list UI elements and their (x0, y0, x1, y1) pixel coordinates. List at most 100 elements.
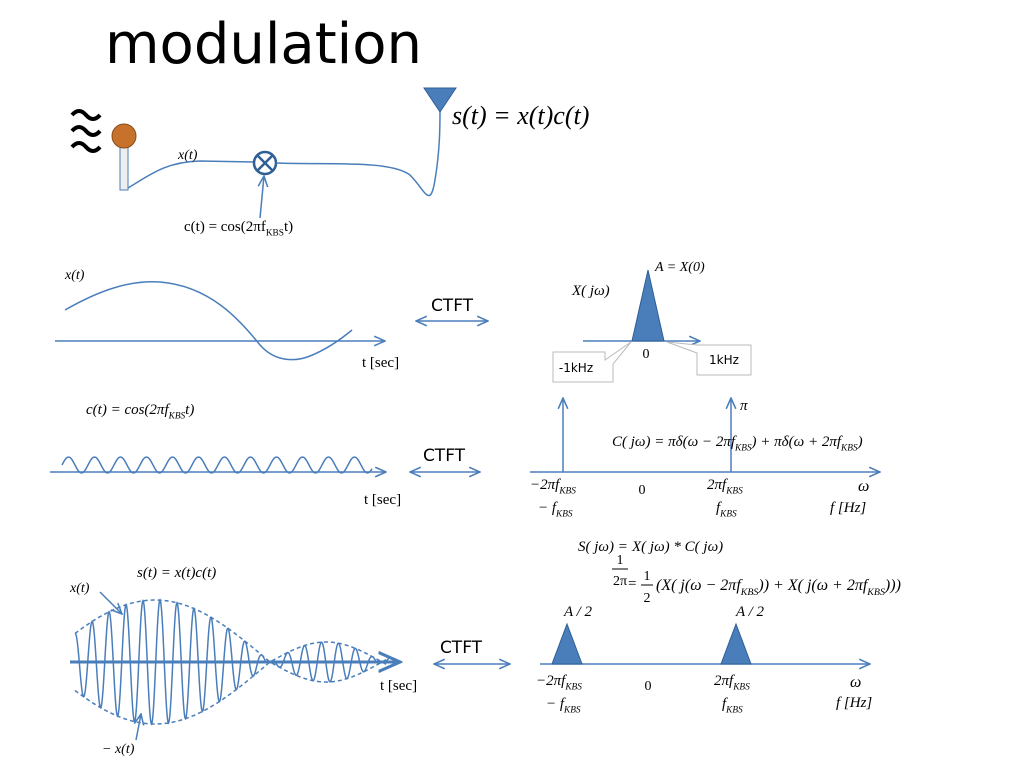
text-part: 1 (617, 553, 624, 568)
sound-waves (70, 109, 102, 153)
text-part: t [sec] (364, 492, 401, 508)
label: 0 (643, 347, 650, 362)
text-part: x(t) (177, 148, 198, 163)
label: x(t) (64, 268, 85, 283)
text-part: ))) (884, 577, 901, 594)
text-part: A = X(0) (654, 260, 705, 275)
label: t [sec] (364, 492, 401, 508)
text-part: S( jω) = (578, 539, 628, 555)
text-part: − x(t) (102, 742, 135, 757)
text-part: 0 (639, 483, 646, 498)
label: c(t) = cos(2πfKBSt) (184, 219, 293, 239)
text-part: X( jω) (571, 283, 610, 299)
label: C( jω) = πδ(ω − 2πfKBS) + πδ(ω + 2πfKBS) (612, 434, 863, 454)
subscript: KBS (725, 706, 743, 716)
carrier-arrow (260, 176, 264, 219)
label: modulation (105, 12, 422, 77)
text-part: A / 2 (735, 604, 765, 620)
label: 1kHz (709, 353, 739, 367)
subscript: KBS (840, 444, 858, 454)
text-part: x(t) (69, 581, 90, 596)
label: f [Hz] (836, 695, 872, 711)
label: CTFT (440, 638, 483, 658)
subscript: KBS (555, 510, 573, 520)
text-part: 2 (644, 591, 651, 606)
label: 2π (613, 574, 627, 589)
label: − fKBS (538, 500, 573, 520)
text-part: A / 2 (563, 604, 593, 620)
pointer (136, 714, 141, 741)
subscript: KBS (266, 229, 284, 239)
message-signal (64, 281, 353, 361)
text-part: t) (185, 402, 194, 418)
text-part: 2π (613, 574, 627, 589)
label: ω (850, 674, 861, 691)
multiplier-cross (256, 154, 274, 172)
label: X( jω) (571, 283, 610, 299)
text-part: x(t) (64, 268, 85, 283)
label: c(t) = cos(2πfKBSt) (86, 402, 194, 422)
text-part: − f (546, 696, 566, 712)
callout (666, 341, 752, 376)
text-part: s(t) = x(t)c(t) (452, 101, 589, 130)
text-part: ω (850, 674, 861, 691)
text-part: c(t) = cos(2πf (86, 402, 170, 418)
label: CTFT (423, 446, 466, 466)
pointer (99, 591, 122, 614)
text-part: X( jω) * C( jω) (631, 539, 723, 555)
text-part: −2πf (530, 477, 561, 493)
subscript: KBS (740, 587, 759, 598)
subscript: KBS (866, 587, 885, 598)
label: A = X(0) (654, 260, 705, 275)
label: CTFT (431, 296, 474, 316)
label: x(t) (177, 148, 198, 163)
label: f [Hz] (830, 500, 866, 516)
subscript: KBS (725, 487, 743, 497)
text-part: ω (858, 478, 869, 495)
text-part: c(t) = cos(2πf (184, 219, 266, 235)
label: x(t) (69, 581, 90, 596)
microphone-head (111, 123, 137, 149)
antenna (423, 87, 457, 113)
label: (X( j(ω − 2πfKBS)) + X( j(ω + 2πfKBS))) (656, 577, 901, 598)
text-part: − f (538, 500, 558, 516)
text-part: t [sec] (380, 678, 417, 694)
text-part: )) + X( j(ω + 2πf (757, 577, 869, 594)
text-part: 0 (643, 347, 650, 362)
text-part: (X( j(ω − 2πf (656, 577, 743, 594)
spectrum-triangle (551, 622, 583, 665)
label: 0 (639, 483, 646, 498)
text-part: f [Hz] (836, 695, 872, 711)
label: 2πfKBS (707, 477, 743, 497)
label: fKBS (722, 696, 743, 716)
label: 1 (644, 569, 651, 584)
label: − x(t) (102, 742, 135, 757)
subscript: KBS (719, 510, 737, 520)
text-part: −2πf (536, 673, 567, 689)
spectrum-triangle (720, 622, 752, 665)
label: s(t) = x(t)c(t) (137, 565, 216, 581)
label: −2πfKBS (536, 673, 582, 693)
label: S( jω) = (578, 539, 628, 555)
text-part: f (722, 696, 728, 712)
subscript: KBS (734, 444, 752, 454)
text-part: f [Hz] (830, 500, 866, 516)
subscript: KBS (564, 683, 582, 693)
label: −2πfKBS (530, 477, 576, 497)
modulated-signal (74, 598, 391, 726)
subscript: KBS (168, 412, 186, 422)
text-part: t [sec] (362, 355, 399, 371)
label: X( jω) * C( jω) (631, 539, 723, 555)
subscript: KBS (563, 706, 581, 716)
carrier-signal (61, 456, 373, 474)
subscript: KBS (558, 487, 576, 497)
text-part: 2πf (714, 673, 735, 689)
callout (552, 341, 632, 383)
text-part: π (740, 398, 748, 414)
label: 1 (617, 553, 624, 568)
subscript: KBS (732, 683, 750, 693)
text-part: ) (857, 434, 863, 450)
label: π (740, 398, 748, 414)
text-part: ) + πδ(ω + 2πf (751, 434, 843, 450)
